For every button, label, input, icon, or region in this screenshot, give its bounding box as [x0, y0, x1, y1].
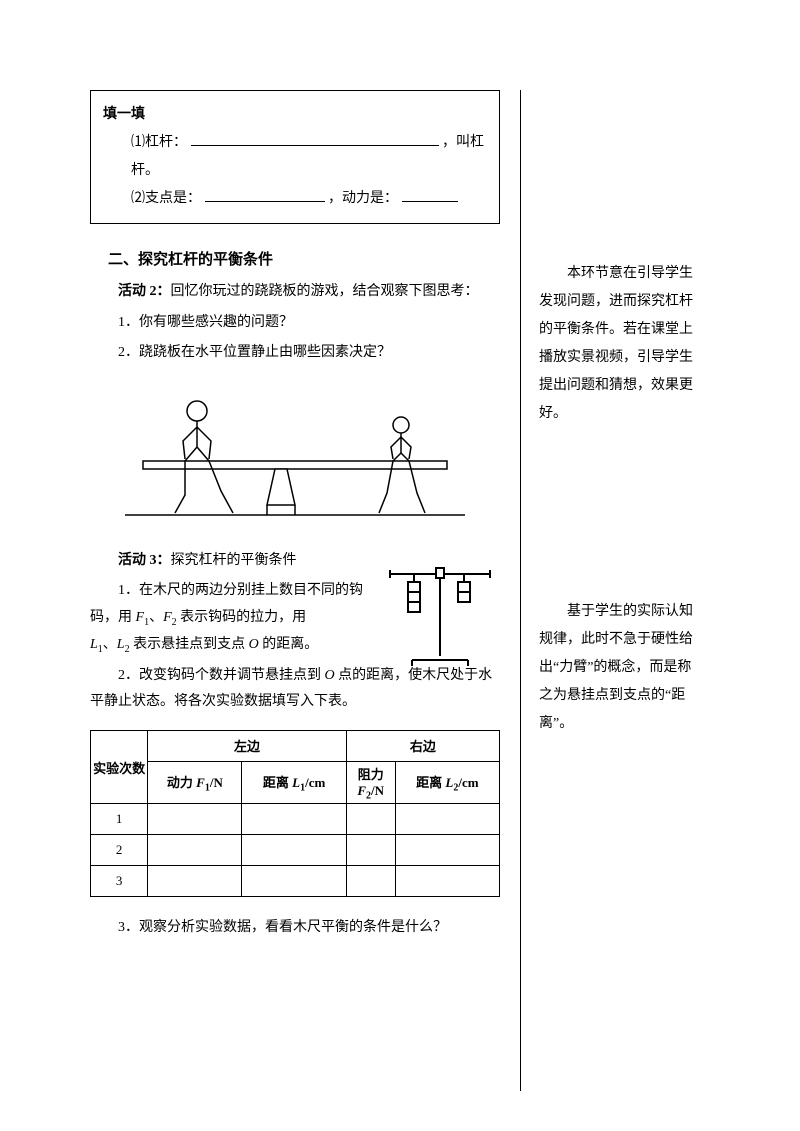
th-f2: 阻力F2/N: [346, 761, 395, 804]
activity-3-label: 活动 3：: [118, 553, 171, 568]
activity-3-p3: 3．观察分析实验数据，看看木尺平衡的条件是什么？: [90, 915, 500, 942]
fill-blank-2[interactable]: [205, 187, 325, 202]
side-column: 本环节意在引导学生发现问题，进而探究杠杆的平衡条件。若在课堂上播放实景视频，引导…: [520, 90, 700, 1091]
cell[interactable]: [242, 804, 346, 835]
fill-blank-3[interactable]: [402, 187, 458, 202]
cell[interactable]: [395, 804, 499, 835]
activity-2-q2: 2．跷跷板在水平位置静止由哪些因素决定？: [90, 340, 500, 367]
activity-2-q1: 1．你有哪些感兴趣的问题？: [90, 310, 500, 337]
table-row: 2: [91, 835, 500, 866]
fill-line1-pre: ⑴杠杆：: [131, 135, 187, 150]
th-right: 右边: [346, 730, 499, 761]
cell[interactable]: [395, 835, 499, 866]
cell[interactable]: [346, 804, 395, 835]
row-num: 2: [91, 835, 148, 866]
activity-3-block: 活动 3：探究杠杆的平衡条件 1．在木尺的两边分别挂上数目不同的钩码，用 F1、…: [90, 548, 500, 716]
cell[interactable]: [242, 835, 346, 866]
fillbox-title: 填一填: [103, 107, 145, 122]
data-table: 实验次数 左边 右边 动力 F1/N 距离 L1/cm 阻力F2/N 距离 L2…: [90, 730, 500, 898]
side-note-2: 基于学生的实际认知规律，此时不急于硬性给出“力臂”的概念，而是称之为悬挂点到支点…: [539, 598, 700, 738]
activity-2-label: 活动 2：: [118, 284, 171, 299]
cell[interactable]: [395, 866, 499, 897]
cell[interactable]: [242, 866, 346, 897]
table-row: 1: [91, 804, 500, 835]
cell[interactable]: [148, 835, 242, 866]
cell[interactable]: [346, 866, 395, 897]
fill-line2-mid: ，动力是：: [328, 191, 398, 206]
seesaw-icon: [125, 375, 465, 525]
balance-icon: [380, 552, 500, 672]
table-row: 3: [91, 866, 500, 897]
seesaw-figure: [90, 375, 500, 530]
th-exp-count: 实验次数: [91, 730, 148, 804]
activity-3-title: 探究杠杆的平衡条件: [171, 553, 297, 568]
section-2-title: 二、探究杠杆的平衡条件: [108, 248, 500, 269]
th-f1: 动力 F1/N: [148, 761, 242, 804]
cell[interactable]: [346, 835, 395, 866]
side-note-1: 本环节意在引导学生发现问题，进而探究杠杆的平衡条件。若在课堂上播放实景视频，引导…: [539, 260, 700, 428]
row-num: 1: [91, 804, 148, 835]
row-num: 3: [91, 866, 148, 897]
th-l2: 距离 L2/cm: [395, 761, 499, 804]
cell[interactable]: [148, 804, 242, 835]
main-column: 填一填 ⑴杠杆： ，叫杠杆。 ⑵支点是： ，动力是： 二、探究杠杆的平衡条件 活…: [90, 90, 520, 1091]
fill-blank-1[interactable]: [191, 131, 439, 146]
activity-2-text: 回忆你玩过的跷跷板的游戏，结合观察下图思考：: [171, 284, 479, 299]
fill-line2-pre: ⑵支点是：: [131, 191, 201, 206]
balance-figure: [380, 552, 500, 677]
th-l1: 距离 L1/cm: [242, 761, 346, 804]
th-left: 左边: [148, 730, 346, 761]
cell[interactable]: [148, 866, 242, 897]
fill-box: 填一填 ⑴杠杆： ，叫杠杆。 ⑵支点是： ，动力是：: [90, 90, 500, 224]
